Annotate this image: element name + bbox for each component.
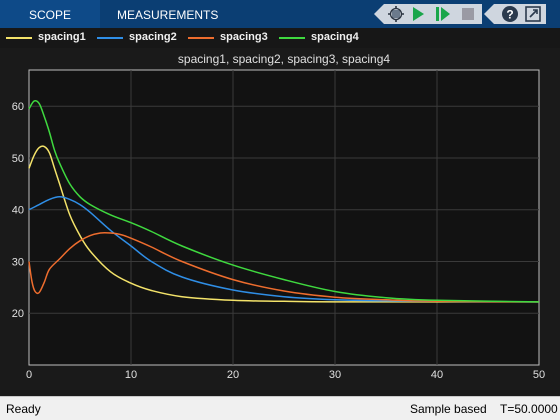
legend-item-spacing3[interactable]: spacing3 (188, 28, 278, 48)
status-text: Ready (6, 402, 41, 416)
legend: spacing1 spacing2 spacing3 spacing4 (0, 28, 560, 48)
scope-display[interactable]: spacing1, spacing2, spacing3, spacing4 0 1… (0, 48, 560, 396)
help-icon[interactable]: ? (500, 4, 520, 24)
window-controls: ? (494, 4, 546, 24)
simulation-time: T=50.0000 (500, 402, 558, 416)
legend-label: spacing3 (220, 31, 268, 43)
legend-swatch (6, 37, 32, 39)
run-icon[interactable] (408, 4, 428, 24)
legend-item-spacing1[interactable]: spacing1 (6, 28, 96, 48)
svg-text:?: ? (506, 8, 513, 22)
x-tick-label: 40 (431, 369, 443, 381)
y-tick-label: 30 (12, 256, 24, 268)
legend-item-spacing2[interactable]: spacing2 (97, 28, 187, 48)
chart-title: spacing1, spacing2, spacing3, spacing4 (178, 52, 390, 66)
toolstrip: SCOPE MEASUREMENTS ? (0, 0, 560, 28)
series-line-spacing3 (28, 232, 540, 303)
legend-label: spacing4 (311, 31, 359, 43)
simulation-controls (384, 4, 482, 24)
series-line-spacing1 (28, 145, 539, 303)
y-tick-label: 40 (12, 205, 24, 217)
x-tick-label: 50 (533, 369, 545, 381)
x-tick-label: 10 (125, 369, 137, 381)
stop-icon[interactable] (458, 4, 478, 24)
x-tick-label: 30 (329, 369, 341, 381)
legend-swatch (279, 37, 305, 39)
legend-label: spacing2 (129, 31, 177, 43)
series-line-spacing4 (28, 100, 540, 303)
y-tick-label: 20 (12, 308, 24, 320)
toolbar-group-left-cap (374, 4, 384, 24)
plot-area (28, 69, 540, 366)
legend-label: spacing1 (38, 31, 86, 43)
series-line-spacing2 (28, 196, 540, 303)
step-forward-icon[interactable] (433, 4, 453, 24)
toolbar-group-right-cap (484, 4, 494, 24)
scope-chart[interactable]: spacing1, spacing2, spacing3, spacing4 0 1… (0, 48, 560, 396)
x-tick-label: 20 (227, 369, 239, 381)
sample-mode-label: Sample based (410, 402, 487, 416)
highlight-simulink-block-icon[interactable] (386, 4, 406, 24)
legend-item-spacing4[interactable]: spacing4 (279, 28, 369, 48)
undock-icon[interactable] (523, 4, 543, 24)
status-bar: Ready Sample based T=50.0000 (0, 396, 560, 420)
tab-scope[interactable]: SCOPE (0, 0, 100, 28)
y-tick-label: 50 (12, 153, 24, 165)
tab-measurements[interactable]: MEASUREMENTS (117, 8, 219, 22)
legend-swatch (188, 37, 214, 39)
x-tick-label: 0 (26, 369, 32, 381)
legend-swatch (97, 37, 123, 39)
y-tick-label: 60 (12, 101, 24, 113)
